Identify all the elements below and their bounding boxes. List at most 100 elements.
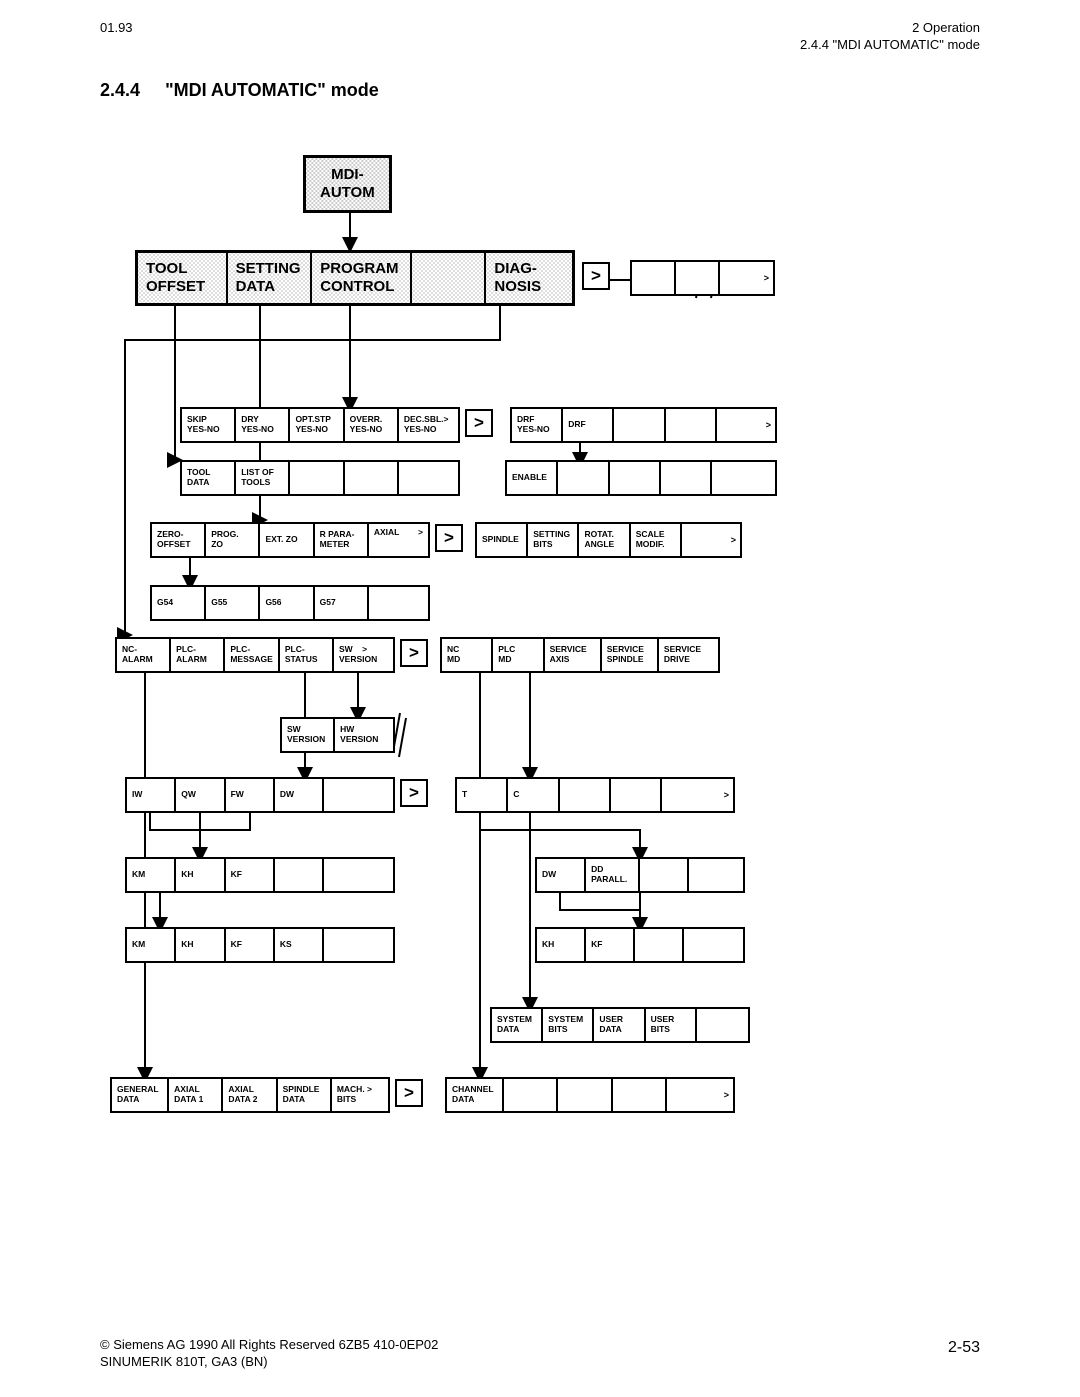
blank-b2-4 — [661, 462, 712, 494]
opt-tool-data: TOOLDATA — [182, 462, 236, 494]
opt-plc-md: PLCMD — [493, 639, 544, 671]
opt-prog-zo: PROG.ZO — [206, 524, 260, 556]
opt-setting-bits: SETTINGBITS — [528, 524, 579, 556]
opt-plc-status: PLC-STATUS — [280, 639, 334, 671]
row-dw-dd: DW DDPARALL. — [535, 857, 745, 893]
rowC-continue-icon: > — [435, 524, 463, 552]
opt-g55: G55 — [206, 587, 260, 619]
footer-page-number: 2-53 — [948, 1339, 980, 1357]
cont-blank1 — [632, 262, 676, 294]
header-section-ref: 2.4.4 "MDI AUTOMATIC" mode — [680, 37, 980, 52]
blank-b5 — [399, 462, 458, 494]
opt-kf3: KF — [586, 929, 635, 961]
menu-tool-offset: TOOLOFFSET — [138, 253, 228, 303]
rowA-continue-icon: > — [465, 409, 493, 437]
rowK-continue-icon: > — [395, 1079, 423, 1107]
root-line2: AUTOM — [320, 184, 375, 201]
opt-kh: KH — [176, 859, 225, 891]
opt-kf: KF — [226, 859, 275, 891]
cont-arrow: > — [720, 262, 773, 294]
blank-k2-2 — [504, 1079, 558, 1111]
rowC2-arrow: > — [682, 524, 740, 556]
opt-scale-modif: SCALEMODIF. — [631, 524, 682, 556]
blank-a2-3 — [614, 409, 665, 441]
section-text: "MDI AUTOMATIC" mode — [165, 80, 379, 100]
opt-sw-version2: SWVERSION — [282, 719, 335, 751]
menu-program-control: PROGRAMCONTROL — [312, 253, 412, 303]
menu-setting-data: SETTINGDATA — [228, 253, 313, 303]
opt-user-bits: USERBITS — [646, 1009, 697, 1041]
row-program-control-opts: SKIPYES-NO DRYYES-NO OPT.STPYES-NO OVERR… — [180, 407, 460, 443]
opt-dw2: DW — [537, 859, 586, 891]
row-setting-data: ZERO-OFFSET PROG.ZO EXT. ZO R PARA-METER… — [150, 522, 430, 558]
blank-h2-3 — [640, 859, 689, 891]
opt-t: T — [457, 779, 508, 811]
opt-spindle-data: SPINDLEDATA — [278, 1079, 332, 1111]
blank-i2-4 — [684, 929, 743, 961]
blank-i2-3 — [635, 929, 684, 961]
opt-overr: OVERR.YES-NO — [345, 409, 399, 441]
root-line1: MDI- — [331, 166, 364, 183]
opt-drf2: DRF — [563, 409, 614, 441]
opt-service-axis: SERVICEAXIS — [545, 639, 602, 671]
section-title: 2.4.4 "MDI AUTOMATIC" mode — [100, 80, 379, 101]
opt-kh3: KH — [537, 929, 586, 961]
menu-blank4 — [412, 253, 487, 303]
blank-k2-3 — [558, 1079, 612, 1111]
opt-system-data: SYSTEMDATA — [492, 1009, 543, 1041]
rowG-continue-icon: > — [400, 779, 428, 807]
row-versions: SWVERSION HWVERSION — [280, 717, 395, 753]
opt-nc-md: NCMD — [442, 639, 493, 671]
opt-iw: IW — [127, 779, 176, 811]
opt-drf1: DRFYES-NO — [512, 409, 563, 441]
blank-a2-4 — [666, 409, 717, 441]
menu-diagnosis: DIAG-NOSIS — [486, 253, 572, 303]
opt-g57: G57 — [315, 587, 369, 619]
opt-km2: KM — [127, 929, 176, 961]
row-km-kh-kf-ks: KM KH KF KS — [125, 927, 395, 963]
opt-plc-alarm: PLC-ALARM — [171, 639, 225, 671]
opt-user-data: USERDATA — [594, 1009, 645, 1041]
opt-nc-alarm: NC-ALARM — [117, 639, 171, 671]
opt-decsbl: DEC.SBL.>YES-NO — [399, 409, 458, 441]
mainmenu-continue-icon: > — [582, 262, 610, 290]
opt-rotat-angle: ROTAT.ANGLE — [579, 524, 630, 556]
opt-enable: ENABLE — [507, 462, 558, 494]
opt-mach-bits: MACH. >BITS — [332, 1079, 388, 1111]
opt-channel-data: CHANNELDATA — [447, 1079, 504, 1111]
opt-optstp: OPT.STPYES-NO — [290, 409, 344, 441]
blank-g2-3 — [560, 779, 611, 811]
row-g-codes: G54 G55 G56 G57 — [150, 585, 430, 621]
blank-b2-2 — [558, 462, 609, 494]
root-node-mdi-autom: MDI- AUTOM — [303, 155, 392, 213]
opt-rparam: R PARA-METER — [315, 524, 369, 556]
opt-system-bits: SYSTEMBITS — [543, 1009, 594, 1041]
opt-zero-offset: ZERO-OFFSET — [152, 524, 206, 556]
blank-b2-3 — [610, 462, 661, 494]
row-channel-data: CHANNELDATA > — [445, 1077, 735, 1113]
opt-g56: G56 — [260, 587, 314, 619]
row-diagnosis-2: NCMD PLCMD SERVICEAXIS SERVICESPINDLE SE… — [440, 637, 720, 673]
blank-g5 — [324, 779, 393, 811]
row-km-kh-kf: KM KH KF — [125, 857, 395, 893]
opt-axial: AXIAL> — [369, 524, 428, 556]
blank-g2-4 — [611, 779, 662, 811]
opt-list-tools: LIST OFTOOLS — [236, 462, 290, 494]
opt-sw-version: SW > VERSION — [334, 639, 393, 671]
opt-hw-version: HWVERSION — [335, 719, 393, 751]
opt-kh2: KH — [176, 929, 225, 961]
rowE-continue-icon: > — [400, 639, 428, 667]
row-general-axial: GENERALDATA AXIALDATA 1 AXIALDATA 2 SPIN… — [110, 1077, 390, 1113]
section-number: 2.4.4 — [100, 80, 140, 101]
opt-general-data: GENERALDATA — [112, 1079, 169, 1111]
opt-axial-data2: AXIALDATA 2 — [223, 1079, 277, 1111]
blank-k2-4 — [613, 1079, 667, 1111]
header-date: 01.93 — [100, 20, 133, 35]
opt-axial-data1: AXIALDATA 1 — [169, 1079, 223, 1111]
opt-ks: KS — [275, 929, 324, 961]
opt-service-drive: SERVICEDRIVE — [659, 639, 718, 671]
blank-b3 — [290, 462, 344, 494]
row-tc: T C > — [455, 777, 735, 813]
row-iw-qw: IW QW FW DW — [125, 777, 395, 813]
row-tool-offset: TOOLDATA LIST OFTOOLS — [180, 460, 460, 496]
